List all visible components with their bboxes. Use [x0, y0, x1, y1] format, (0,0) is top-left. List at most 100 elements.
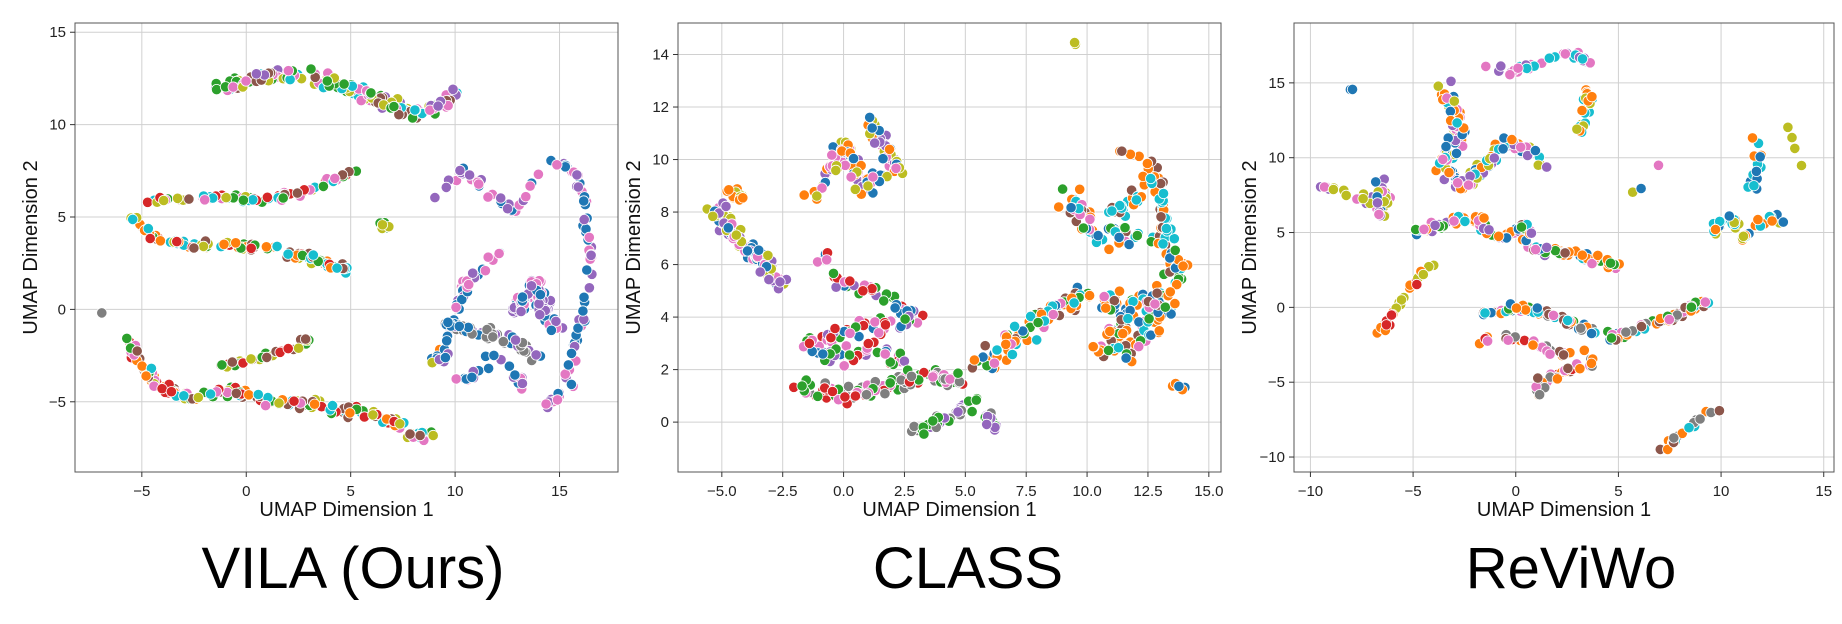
data-point [534, 289, 547, 301]
data-point [205, 388, 217, 400]
data-point [394, 418, 406, 430]
data-point [329, 172, 341, 184]
y-axis-label: UMAP Dimension 2 [20, 160, 42, 334]
data-point [243, 389, 255, 401]
data-point [1562, 314, 1574, 326]
data-point [131, 345, 143, 357]
data-point [509, 334, 522, 346]
data-point [252, 388, 264, 401]
data-point [1562, 362, 1574, 374]
data-point [730, 229, 742, 241]
data-point [849, 183, 861, 195]
data-point [1789, 142, 1801, 154]
data-point [857, 285, 869, 297]
data-point [183, 193, 195, 205]
data-point [723, 184, 735, 196]
data-point [1510, 302, 1523, 314]
data-point [524, 180, 536, 192]
data-point [1141, 157, 1154, 170]
points-class [701, 36, 1194, 440]
data-point [1620, 326, 1632, 338]
data-point [453, 320, 465, 332]
data-point [1069, 36, 1081, 49]
data-point [879, 319, 892, 331]
data-point [466, 371, 478, 383]
data-point [1493, 230, 1505, 242]
data-point [1750, 165, 1763, 177]
data-point [1752, 214, 1764, 226]
data-point [1151, 287, 1163, 299]
data-point [1512, 62, 1524, 74]
data-point [1663, 313, 1675, 326]
data-point [1754, 151, 1766, 163]
data-point [585, 249, 597, 261]
data-point [1723, 210, 1735, 222]
plot-frame [74, 22, 619, 473]
data-point [331, 262, 343, 274]
data-point [1576, 249, 1588, 261]
data-point [1709, 223, 1722, 236]
plot-frame [1293, 22, 1835, 473]
data-point [1448, 95, 1460, 107]
data-point [866, 122, 878, 134]
data-point [227, 81, 239, 93]
data-point [803, 337, 816, 349]
data-point [1417, 268, 1429, 281]
data-point [1694, 413, 1706, 425]
data-point [432, 100, 444, 112]
data-point [230, 387, 242, 399]
data-point [1177, 260, 1189, 272]
x-tick-label: 15 [551, 483, 568, 500]
data-point [226, 356, 238, 368]
data-point [879, 388, 891, 400]
data-point [1534, 389, 1546, 401]
data-point [849, 390, 862, 402]
data-point [441, 335, 453, 347]
data-point [442, 316, 454, 328]
data-point [1084, 289, 1096, 302]
data-point [307, 249, 319, 261]
data-point [968, 354, 981, 366]
data-point [864, 111, 876, 124]
data-point [1104, 325, 1116, 337]
data-point [816, 182, 828, 194]
data-point [1077, 222, 1090, 234]
data-point [288, 395, 300, 407]
data-point [1008, 320, 1021, 332]
data-point [572, 181, 584, 193]
data-point [1159, 301, 1171, 313]
data-point [1145, 172, 1157, 185]
data-point [572, 322, 584, 334]
data-point [199, 194, 211, 206]
data-point [1685, 301, 1698, 313]
data-point [1559, 48, 1571, 60]
data-point [172, 192, 184, 204]
data-point [326, 399, 339, 412]
data-point [774, 276, 786, 288]
data-point [812, 390, 824, 402]
data-point [1495, 60, 1507, 72]
data-point [1571, 123, 1583, 135]
data-point [376, 219, 389, 231]
data-point [525, 280, 538, 292]
y-tick-label: 0 [58, 301, 66, 318]
data-point [503, 360, 515, 372]
data-point [578, 291, 590, 303]
data-point [917, 309, 929, 321]
data-point [720, 200, 732, 212]
data-point [1119, 222, 1131, 234]
data-point [1592, 249, 1604, 261]
data-point [282, 342, 294, 355]
data-point [450, 373, 462, 385]
data-point [338, 78, 350, 90]
data-point [261, 191, 273, 203]
data-point [1103, 243, 1115, 255]
data-point [1131, 229, 1143, 242]
data-point [884, 356, 896, 368]
data-point [1635, 320, 1648, 333]
data-point [927, 415, 939, 427]
x-tick-label: 2.5 [894, 483, 915, 500]
data-point [1448, 215, 1460, 227]
data-point [1340, 189, 1352, 201]
plot-frame [677, 22, 1222, 473]
